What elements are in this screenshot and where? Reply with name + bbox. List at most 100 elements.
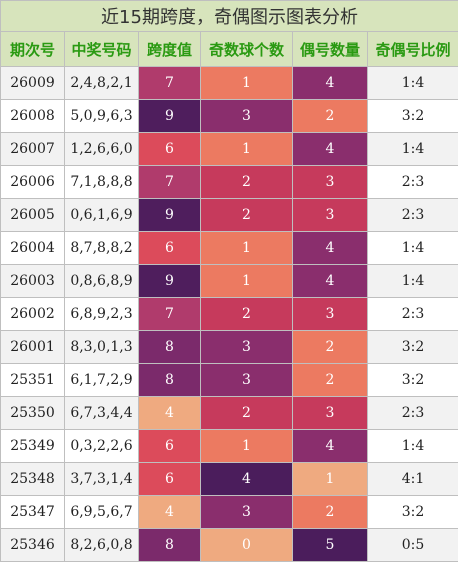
even-count-cell: 4: [292, 429, 368, 463]
even-count-cell: 4: [292, 264, 368, 298]
column-header-odd-even-ratio: 奇偶号比例: [367, 31, 458, 67]
table-row: 25351 6,1,7,2,9 8 3 2 3:2: [0, 363, 458, 397]
winning-numbers-cell: 0,3,2,2,6: [64, 429, 139, 463]
ratio-cell: 2:3: [367, 198, 458, 232]
table-title: 近15期跨度，奇偶图示图表分析: [0, 0, 458, 32]
table-row: 26004 8,7,8,8,2 6 1 4 1:4: [0, 231, 458, 265]
table-row: 26003 0,8,6,8,9 9 1 4 1:4: [0, 264, 458, 298]
odd-count-cell: 2: [200, 396, 293, 430]
issue-cell: 26009: [0, 66, 65, 100]
winning-numbers-cell: 3,7,3,1,4: [64, 462, 139, 496]
span-cell: 4: [138, 495, 201, 529]
even-count-cell: 3: [292, 165, 368, 199]
span-cell: 8: [138, 363, 201, 397]
winning-numbers-cell: 8,2,6,0,8: [64, 528, 139, 562]
span-cell: 7: [138, 297, 201, 331]
even-count-cell: 3: [292, 297, 368, 331]
table-row: 25346 8,2,6,0,8 8 0 5 0:5: [0, 528, 458, 562]
winning-numbers-cell: 6,9,5,6,7: [64, 495, 139, 529]
table-row: 26008 5,0,9,6,3 9 3 2 3:2: [0, 99, 458, 133]
winning-numbers-cell: 6,1,7,2,9: [64, 363, 139, 397]
table-row: 26007 1,2,6,6,0 6 1 4 1:4: [0, 132, 458, 166]
issue-cell: 26005: [0, 198, 65, 232]
odd-count-cell: 2: [200, 198, 293, 232]
ratio-cell: 1:4: [367, 429, 458, 463]
even-count-cell: 2: [292, 99, 368, 133]
odd-count-cell: 1: [200, 231, 293, 265]
ratio-cell: 3:2: [367, 330, 458, 364]
winning-numbers-cell: 6,7,3,4,4: [64, 396, 139, 430]
even-count-cell: 5: [292, 528, 368, 562]
odd-count-cell: 3: [200, 363, 293, 397]
odd-count-cell: 3: [200, 495, 293, 529]
even-count-cell: 4: [292, 132, 368, 166]
even-count-cell: 4: [292, 231, 368, 265]
issue-cell: 25351: [0, 363, 65, 397]
ratio-cell: 4:1: [367, 462, 458, 496]
issue-cell: 26001: [0, 330, 65, 364]
even-count-cell: 2: [292, 363, 368, 397]
span-cell: 9: [138, 264, 201, 298]
column-header-odd-count: 奇数球个数: [200, 31, 293, 67]
issue-cell: 26008: [0, 99, 65, 133]
ratio-cell: 1:4: [367, 264, 458, 298]
odd-count-cell: 0: [200, 528, 293, 562]
ratio-cell: 1:4: [367, 132, 458, 166]
winning-numbers-cell: 2,4,8,2,1: [64, 66, 139, 100]
winning-numbers-cell: 8,3,0,1,3: [64, 330, 139, 364]
winning-numbers-cell: 1,2,6,6,0: [64, 132, 139, 166]
column-header-issue: 期次号: [0, 31, 65, 67]
span-cell: 4: [138, 396, 201, 430]
issue-cell: 26007: [0, 132, 65, 166]
ratio-cell: 0:5: [367, 528, 458, 562]
winning-numbers-cell: 0,8,6,8,9: [64, 264, 139, 298]
issue-cell: 25346: [0, 528, 65, 562]
span-cell: 6: [138, 132, 201, 166]
table-row: 26009 2,4,8,2,1 7 1 4 1:4: [0, 66, 458, 100]
odd-count-cell: 1: [200, 264, 293, 298]
odd-count-cell: 3: [200, 330, 293, 364]
issue-cell: 26003: [0, 264, 65, 298]
ratio-cell: 1:4: [367, 231, 458, 265]
issue-cell: 26006: [0, 165, 65, 199]
table-row: 26001 8,3,0,1,3 8 3 2 3:2: [0, 330, 458, 364]
column-header-even-count: 偶号数量: [292, 31, 368, 67]
issue-cell: 25348: [0, 462, 65, 496]
table-body: 26009 2,4,8,2,1 7 1 4 1:4 26008 5,0,9,6,3 9 3 2 3:2…: [0, 66, 458, 562]
issue-cell: 25349: [0, 429, 65, 463]
span-cell: 7: [138, 66, 201, 100]
odd-count-cell: 3: [200, 99, 293, 133]
winning-numbers-cell: 5,0,9,6,3: [64, 99, 139, 133]
winning-numbers-cell: 6,8,9,2,3: [64, 297, 139, 331]
winning-numbers-cell: 8,7,8,8,2: [64, 231, 139, 265]
even-count-cell: 3: [292, 396, 368, 430]
span-cell: 7: [138, 165, 201, 199]
odd-count-cell: 1: [200, 132, 293, 166]
ratio-cell: 1:4: [367, 66, 458, 100]
span-cell: 6: [138, 462, 201, 496]
span-cell: 6: [138, 231, 201, 265]
odd-count-cell: 1: [200, 429, 293, 463]
winning-numbers-cell: 7,1,8,8,8: [64, 165, 139, 199]
ratio-cell: 2:3: [367, 297, 458, 331]
ratio-cell: 3:2: [367, 99, 458, 133]
ratio-cell: 2:3: [367, 165, 458, 199]
even-count-cell: 2: [292, 495, 368, 529]
odd-count-cell: 4: [200, 462, 293, 496]
odd-count-cell: 2: [200, 297, 293, 331]
span-cell: 8: [138, 528, 201, 562]
span-cell: 6: [138, 429, 201, 463]
table-row: 25350 6,7,3,4,4 4 2 3 2:3: [0, 396, 458, 430]
span-cell: 8: [138, 330, 201, 364]
table-row: 25348 3,7,3,1,4 6 4 1 4:1: [0, 462, 458, 496]
table-row: 25349 0,3,2,2,6 6 1 4 1:4: [0, 429, 458, 463]
winning-numbers-cell: 0,6,1,6,9: [64, 198, 139, 232]
span-cell: 9: [138, 198, 201, 232]
even-count-cell: 3: [292, 198, 368, 232]
table-row: 25347 6,9,5,6,7 4 3 2 3:2: [0, 495, 458, 529]
ratio-cell: 3:2: [367, 495, 458, 529]
issue-cell: 26002: [0, 297, 65, 331]
odd-count-cell: 1: [200, 66, 293, 100]
odd-count-cell: 2: [200, 165, 293, 199]
